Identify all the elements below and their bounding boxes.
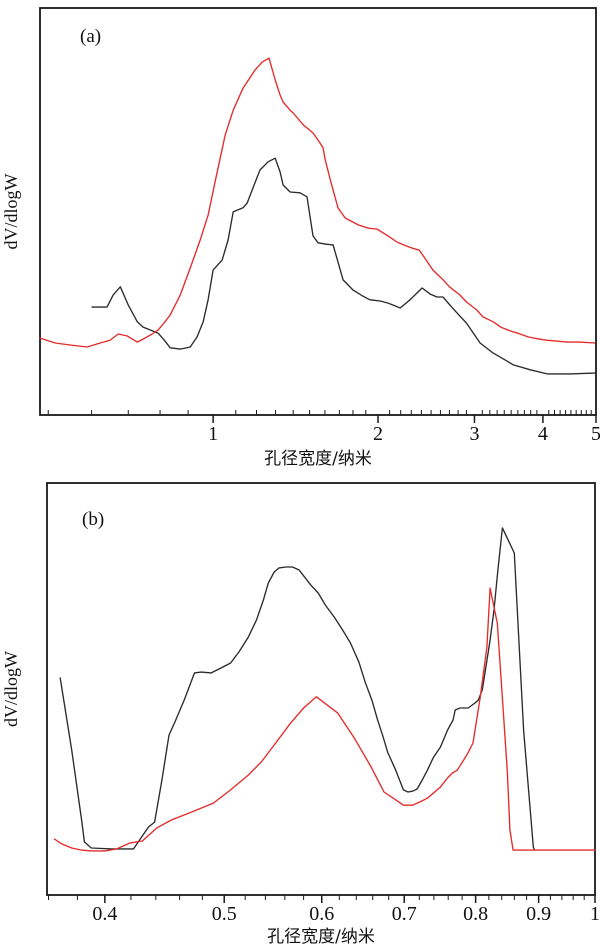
x-tick-label: 5 (591, 423, 600, 445)
y-axis-label: dV/dlogW (1, 651, 21, 727)
series-black-curve (91, 157, 596, 375)
x-tick-label: 0.6 (309, 903, 334, 925)
x-tick-label: 3 (469, 423, 479, 445)
y-axis-label: dV/dlogW (1, 173, 21, 249)
x-tick-label: 2 (373, 423, 383, 445)
x-tick-label: 0.9 (526, 903, 551, 925)
x-tick-label: 1 (590, 903, 600, 925)
series-red-curve (39, 57, 596, 348)
x-tick-label: 0.7 (392, 903, 417, 925)
x-tick-label: 4 (538, 423, 548, 445)
x-tick-label: 0.4 (92, 903, 117, 925)
chart-b-canvas: 0.4 0.5 0.6 0.7 0.8 0.9 1 孔径宽度/纳米 dV/dlogW (b) (1, 482, 600, 947)
panel-label: (b) (82, 509, 104, 530)
plot-border (46, 482, 596, 896)
x-tick-label: 0.8 (463, 903, 488, 925)
panel-label: (a) (80, 26, 101, 47)
x-axis-label: 孔径宽度/纳米 (267, 927, 375, 947)
plot-border (39, 7, 597, 416)
chart-panel-b: 0.4 0.5 0.6 0.7 0.8 0.9 1 孔径宽度/纳米 dV/dlogW (b) (0, 475, 600, 949)
chart-panel-a: 1 2 3 4 5 孔径宽度/纳米 dV/dlogW (a) (1, 7, 600, 469)
x-axis-label: 孔径宽度/纳米 (264, 449, 372, 469)
chart-a-canvas: 1 2 3 4 5 孔径宽度/纳米 dV/dlogW (a) (1, 7, 600, 469)
series-black-curve (59, 527, 536, 851)
series-red-curve (53, 587, 596, 852)
x-tick-label: 0.5 (212, 903, 237, 925)
x-tick-label: 1 (208, 423, 218, 445)
